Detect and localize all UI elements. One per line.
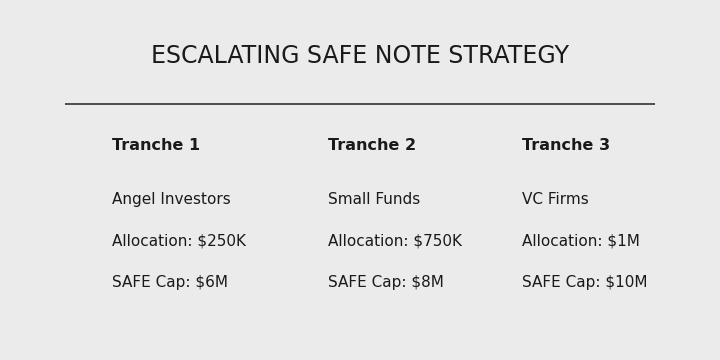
- Text: SAFE Cap: $6M: SAFE Cap: $6M: [112, 275, 228, 290]
- Text: Tranche 3: Tranche 3: [522, 138, 610, 153]
- Text: Angel Investors: Angel Investors: [112, 192, 230, 207]
- Text: Allocation: $250K: Allocation: $250K: [112, 234, 246, 249]
- Text: Tranche 1: Tranche 1: [112, 138, 199, 153]
- Text: Small Funds: Small Funds: [328, 192, 420, 207]
- Text: Allocation: $750K: Allocation: $750K: [328, 234, 462, 249]
- Text: ESCALATING SAFE NOTE STRATEGY: ESCALATING SAFE NOTE STRATEGY: [151, 44, 569, 68]
- Text: Tranche 2: Tranche 2: [328, 138, 415, 153]
- Text: SAFE Cap: $10M: SAFE Cap: $10M: [522, 275, 647, 290]
- Text: VC Firms: VC Firms: [522, 192, 589, 207]
- Text: Allocation: $1M: Allocation: $1M: [522, 234, 640, 249]
- Text: SAFE Cap: $8M: SAFE Cap: $8M: [328, 275, 444, 290]
